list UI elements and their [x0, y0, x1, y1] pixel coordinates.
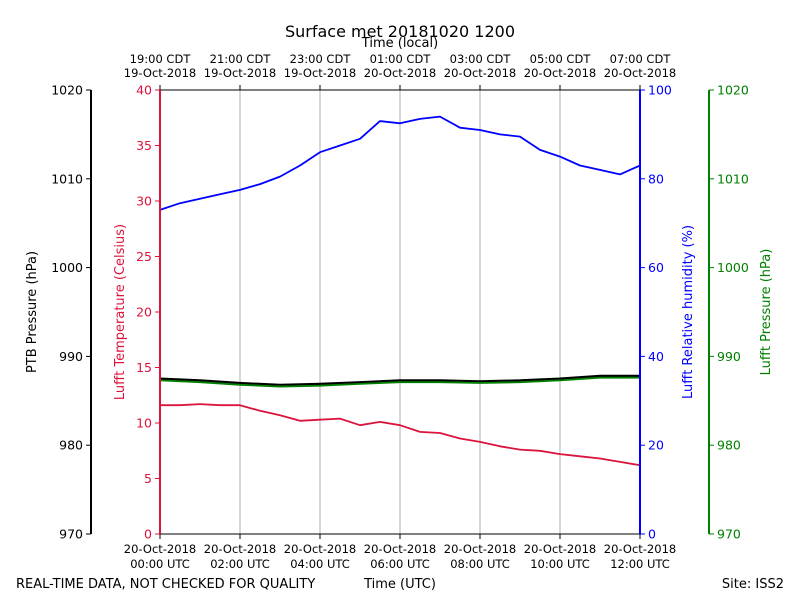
- bottom-tick-label: 12:00 UTC: [610, 557, 670, 571]
- site-label: Site: ISS2: [722, 577, 784, 592]
- top-tick-label: 19-Oct-2018: [124, 66, 196, 80]
- temp-tick-label: 10: [136, 416, 152, 431]
- top-tick-label: 20-Oct-2018: [364, 66, 436, 80]
- top-tick-label: 20-Oct-2018: [604, 66, 676, 80]
- ptb-tick-label: 1010: [51, 171, 83, 186]
- bottom-tick-label: 08:00 UTC: [450, 557, 510, 571]
- x-axis-label: Time (UTC): [363, 577, 436, 592]
- temp-tick-label: 40: [136, 83, 152, 98]
- top-axis-label: Time (local): [361, 36, 438, 51]
- top-tick-label: 20-Oct-2018: [444, 66, 516, 80]
- bottom-tick-label: 20-Oct-2018: [364, 542, 436, 556]
- bottom-tick-label: 20-Oct-2018: [604, 542, 676, 556]
- bottom-tick-label: 20-Oct-2018: [284, 542, 356, 556]
- series-line-rh: [159, 115, 641, 211]
- bottom-tick-label: 10:00 UTC: [530, 557, 590, 571]
- top-tick-label: 19-Oct-2018: [204, 66, 276, 80]
- bottom-tick-label: 00:00 UTC: [130, 557, 190, 571]
- grid-lines: [159, 90, 641, 534]
- ptb-tick-label: 990: [59, 349, 83, 364]
- temp-tick-label: 35: [136, 138, 152, 153]
- rh-axis-title: Lufft Relative humidity (%): [681, 225, 696, 399]
- rh-tick-label: 100: [648, 83, 672, 98]
- series-line-temp: [160, 403, 641, 467]
- rh-tick-label: 60: [648, 260, 664, 275]
- top-tick-label: 19-Oct-2018: [284, 66, 356, 80]
- temp-axis-title: Lufft Temperature (Celsius): [113, 224, 128, 400]
- ptb-axis-title: PTB Pressure (hPa): [25, 251, 40, 373]
- series-line-ptb: [159, 374, 640, 386]
- bottom-tick-label: 20-Oct-2018: [524, 542, 596, 556]
- top-tick-label: 19:00 CDT: [130, 52, 192, 66]
- lufft-pressure-tick-label: 970: [717, 527, 741, 542]
- bottom-tick-label: 06:00 UTC: [370, 557, 430, 571]
- lufft-pressure-tick-label: 990: [717, 349, 741, 364]
- bottom-tick-label: 04:00 UTC: [290, 557, 350, 571]
- temp-tick-label: 30: [136, 194, 152, 209]
- top-tick-label: 01:00 CDT: [370, 52, 432, 66]
- ptb-tick-label: 970: [59, 527, 83, 542]
- rh-tick-label: 40: [648, 349, 664, 364]
- temp-tick-label: 15: [136, 360, 152, 375]
- lufft-pressure-tick-label: 980: [717, 438, 741, 453]
- bottom-tick-label: 20-Oct-2018: [444, 542, 516, 556]
- quality-notice: REAL-TIME DATA, NOT CHECKED FOR QUALITY: [16, 577, 315, 592]
- top-tick-label: 03:00 CDT: [450, 52, 512, 66]
- lufft-pressure-tick-label: 1000: [717, 260, 749, 275]
- rh-tick-label: 0: [648, 527, 656, 542]
- temp-tick-label: 25: [136, 249, 152, 264]
- data-series: [159, 115, 641, 467]
- bottom-tick-label: 20-Oct-2018: [204, 542, 276, 556]
- bottom-tick-label: 02:00 UTC: [210, 557, 270, 571]
- series-line-lufft_p: [159, 376, 640, 388]
- temp-tick-label: 0: [144, 527, 152, 542]
- top-tick-label: 05:00 CDT: [530, 52, 592, 66]
- lufft-pressure-tick-label: 1010: [717, 171, 749, 186]
- lufft-pressure-tick-label: 1020: [717, 83, 749, 98]
- temp-tick-label: 20: [136, 305, 152, 320]
- top-tick-label: 20-Oct-2018: [524, 66, 596, 80]
- rh-tick-label: 80: [648, 171, 664, 186]
- ptb-tick-label: 980: [59, 438, 83, 453]
- bottom-tick-label: 20-Oct-2018: [124, 542, 196, 556]
- top-tick-label: 07:00 CDT: [610, 52, 672, 66]
- top-tick-label: 21:00 CDT: [210, 52, 272, 66]
- temp-tick-label: 5: [144, 471, 152, 486]
- axes: 9709809901000101010200510152025303540020…: [51, 52, 749, 571]
- top-tick-label: 23:00 CDT: [290, 52, 352, 66]
- ptb-tick-label: 1020: [51, 83, 83, 98]
- ptb-tick-label: 1000: [51, 260, 83, 275]
- rh-tick-label: 20: [648, 438, 664, 453]
- lufft-pressure-axis-title: Lufft Pressure (hPa): [759, 249, 774, 376]
- chart-title: Surface met 20181020 1200: [285, 22, 515, 41]
